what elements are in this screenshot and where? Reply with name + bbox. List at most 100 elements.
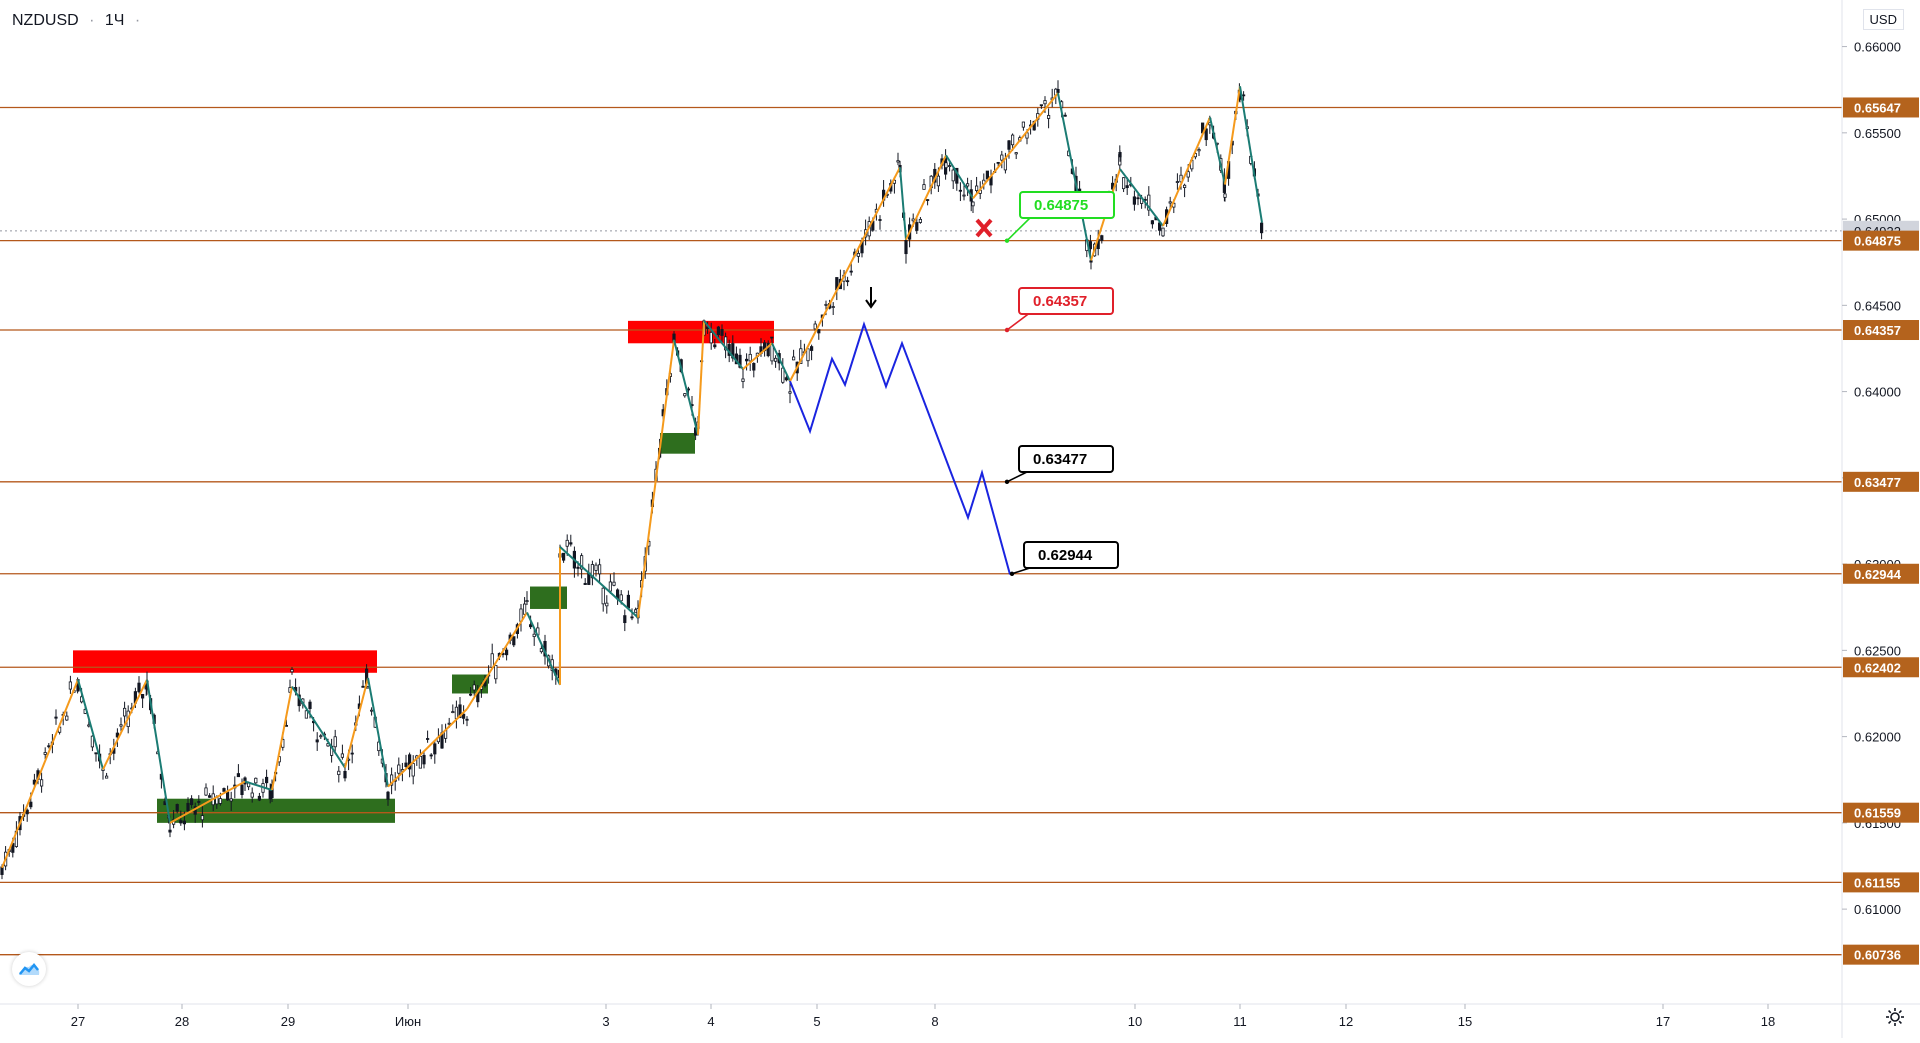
candle-body	[179, 820, 183, 824]
candle-body	[1125, 185, 1129, 189]
zigzag-up-segment	[972, 92, 1059, 200]
zigzag-down-segment	[146, 679, 171, 824]
candle-body	[958, 189, 963, 192]
candle-body	[254, 777, 258, 784]
candle-body	[846, 280, 850, 283]
candle-body	[1260, 222, 1264, 234]
candle-body	[465, 718, 469, 721]
candle-body	[1043, 100, 1047, 105]
level-label-box	[1843, 97, 1919, 118]
candle-body	[605, 602, 609, 607]
cloud-icon	[19, 963, 40, 975]
candle-body	[529, 624, 533, 628]
zigzag-up-segment	[1, 679, 79, 869]
candle-body	[1183, 184, 1187, 188]
candle-body	[222, 788, 226, 792]
candle-body	[236, 773, 240, 778]
zigzag-down-segment	[526, 611, 561, 686]
down-arrow-icon	[865, 287, 877, 309]
candle-body	[319, 735, 323, 738]
candle-body	[494, 664, 498, 680]
candle-body	[1063, 114, 1067, 117]
target-leader	[1006, 311, 1032, 331]
candle-body	[389, 774, 394, 786]
candle-body	[1197, 149, 1201, 152]
candle-body	[766, 342, 770, 357]
candle-body	[343, 770, 347, 779]
candle-body	[1011, 134, 1015, 146]
candle-body	[1089, 260, 1093, 263]
candle-body	[724, 336, 728, 351]
candle-body	[1161, 227, 1165, 237]
settings-gear-icon[interactable]	[1884, 1006, 1906, 1028]
zigzag-down-segment	[244, 780, 273, 792]
candle-body	[472, 684, 476, 691]
level-label: 0.65647	[1854, 100, 1901, 115]
candle-body	[918, 218, 923, 223]
date-tick-label: 27	[71, 1014, 85, 1029]
candle-body	[65, 715, 69, 721]
tradingview-logo-icon[interactable]	[12, 952, 46, 986]
candle-body	[1007, 140, 1011, 150]
candle-body	[411, 763, 415, 777]
symbol-header[interactable]: NZDUSD · 1Ч ·	[12, 12, 146, 30]
date-tick-label: 11	[1233, 1014, 1247, 1029]
candle-body	[904, 240, 908, 255]
symbol-name: NZDUSD	[12, 12, 79, 29]
candle-body	[240, 784, 244, 795]
level-label: 0.63477	[1854, 475, 1901, 490]
date-tick-label: 10	[1128, 1014, 1142, 1029]
zigzag-down-segment	[559, 546, 639, 619]
candle-body	[512, 636, 516, 646]
candle-body	[962, 194, 966, 197]
level-label-box	[1843, 471, 1919, 492]
target-label: 0.63477	[1033, 451, 1087, 468]
candle-body	[996, 161, 1000, 164]
candle-body	[94, 752, 98, 755]
price-tick-label: 0.61000	[1854, 902, 1901, 917]
candle-body	[716, 326, 721, 336]
date-tick-label: 8	[931, 1014, 938, 1029]
candle-body	[788, 391, 792, 394]
level-label-box	[1843, 944, 1919, 965]
zigzag-down-segment	[945, 154, 974, 199]
zigzag-up-segment	[697, 320, 705, 435]
candle-body	[748, 353, 752, 362]
zigzag-up-segment	[905, 154, 947, 241]
candle-body	[1088, 241, 1092, 250]
candle-body	[626, 594, 631, 609]
candle-body	[257, 795, 262, 801]
interval-label[interactable]: 1Ч	[104, 12, 125, 29]
date-tick-label: 29	[281, 1014, 295, 1029]
price-tick-label: 0.64000	[1854, 385, 1901, 400]
candle-body	[1021, 121, 1026, 128]
supply-zone	[73, 650, 377, 673]
candle-body	[630, 616, 634, 619]
zones-layer	[73, 320, 774, 823]
target-label: 0.64357	[1033, 293, 1087, 310]
zigzag-down-segment	[77, 679, 104, 770]
candle-body	[29, 801, 33, 808]
candle-body	[709, 332, 713, 344]
candle-body	[140, 693, 145, 699]
currency-badge[interactable]: USD	[1862, 9, 1904, 30]
candle-body	[404, 762, 408, 767]
zigzag-down-segment	[771, 342, 791, 382]
zigzag-down-segment	[1057, 92, 1092, 261]
candle-body	[1147, 194, 1151, 211]
target-label: 0.62944	[1038, 547, 1093, 564]
candle-body	[1242, 94, 1246, 97]
candle-body	[458, 704, 462, 719]
date-tick-label: 3	[602, 1014, 609, 1029]
zigzag-down-segment	[291, 686, 346, 769]
candle-body	[752, 362, 756, 371]
candle-body	[926, 199, 930, 201]
candle-body	[878, 219, 882, 221]
candle-body	[225, 791, 230, 801]
candle-body	[425, 738, 430, 740]
candle-body	[1122, 177, 1126, 190]
candle-body	[612, 581, 616, 586]
